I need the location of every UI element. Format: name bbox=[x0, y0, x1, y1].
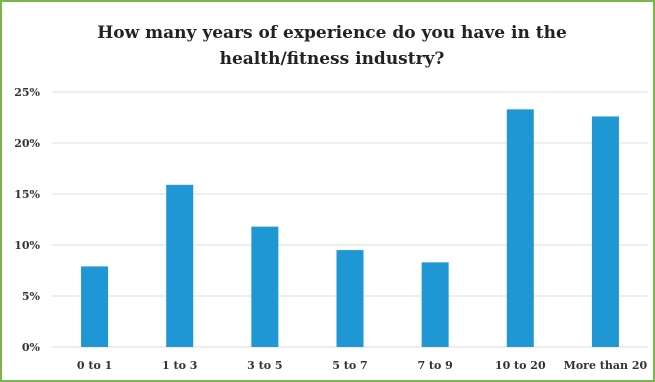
y-tick-label: 25% bbox=[14, 86, 40, 99]
y-tick-label: 20% bbox=[14, 137, 40, 150]
bar bbox=[506, 109, 534, 347]
bar bbox=[251, 226, 279, 347]
chart-title: How many years of experience do you have… bbox=[97, 23, 567, 69]
bar bbox=[81, 266, 109, 347]
x-tick-label: 5 to 7 bbox=[332, 359, 367, 372]
x-tick-label: 3 to 5 bbox=[247, 359, 282, 372]
x-axis-ticks: 0 to 1 1 to 3 3 to 5 5 to 7 7 to 9 10 to 20 Mo… bbox=[77, 359, 648, 372]
bar bbox=[591, 116, 619, 347]
x-tick-label: 0 to 1 bbox=[77, 359, 112, 372]
y-tick-label: 5% bbox=[22, 290, 41, 303]
x-tick-label: More than 20 bbox=[564, 359, 648, 372]
bar bbox=[336, 250, 364, 347]
y-tick-label: 10% bbox=[14, 239, 40, 252]
y-axis-ticks: 0% 5% 10% 15% 20% 25% bbox=[14, 86, 40, 354]
y-tick-label: 0% bbox=[22, 341, 41, 354]
x-tick-label: 10 to 20 bbox=[495, 359, 546, 372]
x-tick-label: 1 to 3 bbox=[162, 359, 197, 372]
bar bbox=[421, 262, 449, 347]
y-tick-label: 15% bbox=[14, 188, 40, 201]
bar bbox=[166, 184, 194, 347]
x-tick-label: 7 to 9 bbox=[417, 359, 452, 372]
bars bbox=[81, 109, 619, 347]
